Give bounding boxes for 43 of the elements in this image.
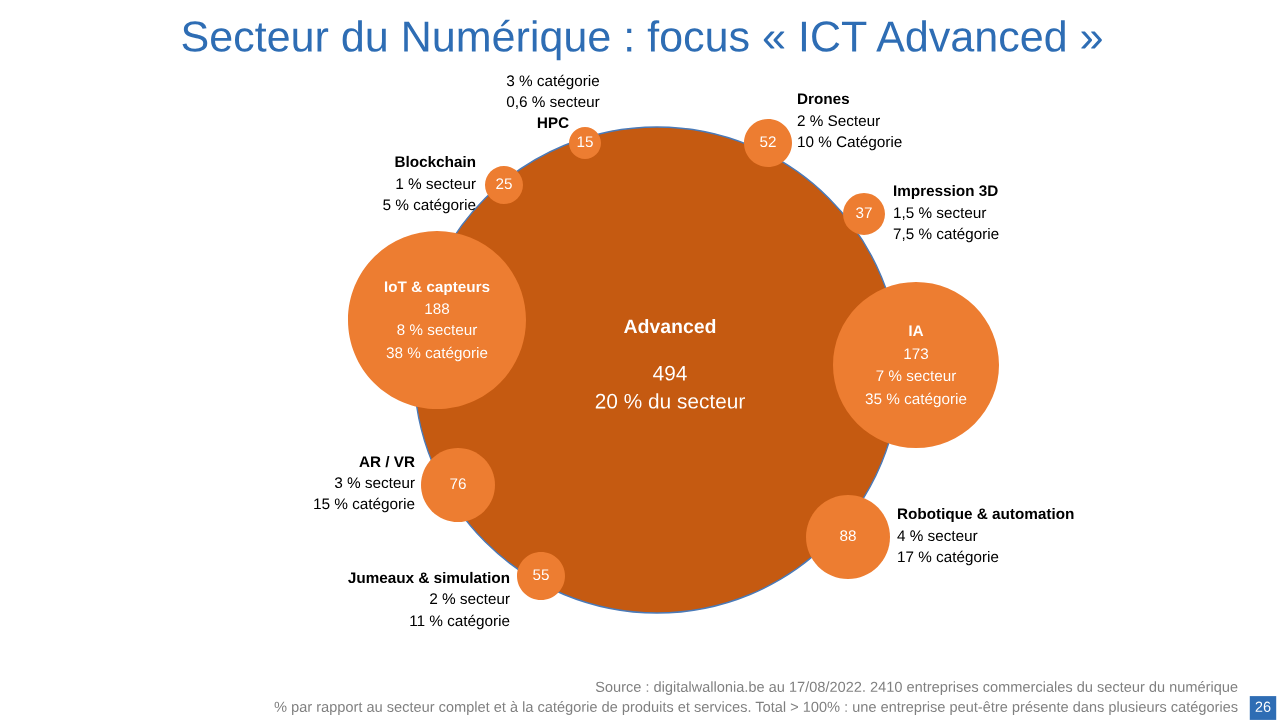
data-label: 3 % catégorie: [506, 74, 600, 90]
data-label: 88: [840, 530, 856, 542]
data-label: 37: [856, 207, 872, 219]
data-label: 494: [653, 365, 687, 381]
category-label: Impression 3D: [894, 184, 998, 200]
text: 26: [1255, 701, 1271, 712]
category-label: AR / VR: [359, 455, 415, 468]
data-label: 15: [577, 136, 593, 148]
data-label: 11 % catégorie: [410, 614, 510, 630]
data-label: 15 % catégorie: [314, 497, 415, 513]
category-label: Drones: [798, 93, 850, 105]
data-label: 52: [760, 136, 776, 148]
data-label: 7,5 % catégorie: [893, 227, 999, 243]
data-label: 173: [904, 348, 929, 360]
data-label: 55: [533, 569, 549, 581]
data-label: 20 % du secteur: [595, 393, 745, 409]
data-label: 1 % secteur: [396, 178, 476, 190]
text: % par rapport au secteur complet et à la catégorie de produits et services. Total > 100% : une entreprise peut-être présente dans plusieurs catégories: [274, 701, 1238, 715]
category-label: HPC: [537, 117, 569, 129]
data-label: 17 % catégorie: [898, 550, 999, 566]
category-label: Advanced: [624, 318, 716, 334]
category-label: Robotique & automation: [898, 507, 1074, 523]
category-label: IoT & capteurs: [384, 281, 490, 296]
category-label: Jumeaux & simulation: [348, 571, 510, 584]
category-label: Blockchain: [395, 155, 476, 168]
data-label: 25: [496, 178, 512, 190]
source-note: Source : digitalwallonia.be au 17/08/2022. 2410 entreprises commerciales du secteur du numérique: [595, 681, 1238, 695]
data-label: 8 % secteur: [397, 324, 478, 336]
data-label: 3 % secteur: [334, 477, 415, 489]
data-label: 5 % catégorie: [383, 198, 476, 214]
data-label: 0,6 % secteur: [506, 96, 600, 109]
data-label: 38 % catégorie: [386, 346, 488, 362]
data-label: 1,5 % secteur: [894, 207, 987, 220]
data-label: 7 % secteur: [876, 370, 957, 382]
data-label: 76: [450, 478, 466, 490]
category-label: IA: [909, 325, 924, 336]
data-label: 4 % secteur: [897, 530, 978, 542]
data-label: 2 % secteur: [430, 593, 510, 605]
text: Secteur du Numérique : focus « ICT Advanced »: [182, 19, 1102, 61]
data-label: 188: [425, 303, 450, 315]
data-label: 2 % Secteur: [797, 115, 880, 127]
data-label: 35 % catégorie: [865, 392, 967, 408]
data-label: 10 % Catégorie: [798, 135, 902, 151]
